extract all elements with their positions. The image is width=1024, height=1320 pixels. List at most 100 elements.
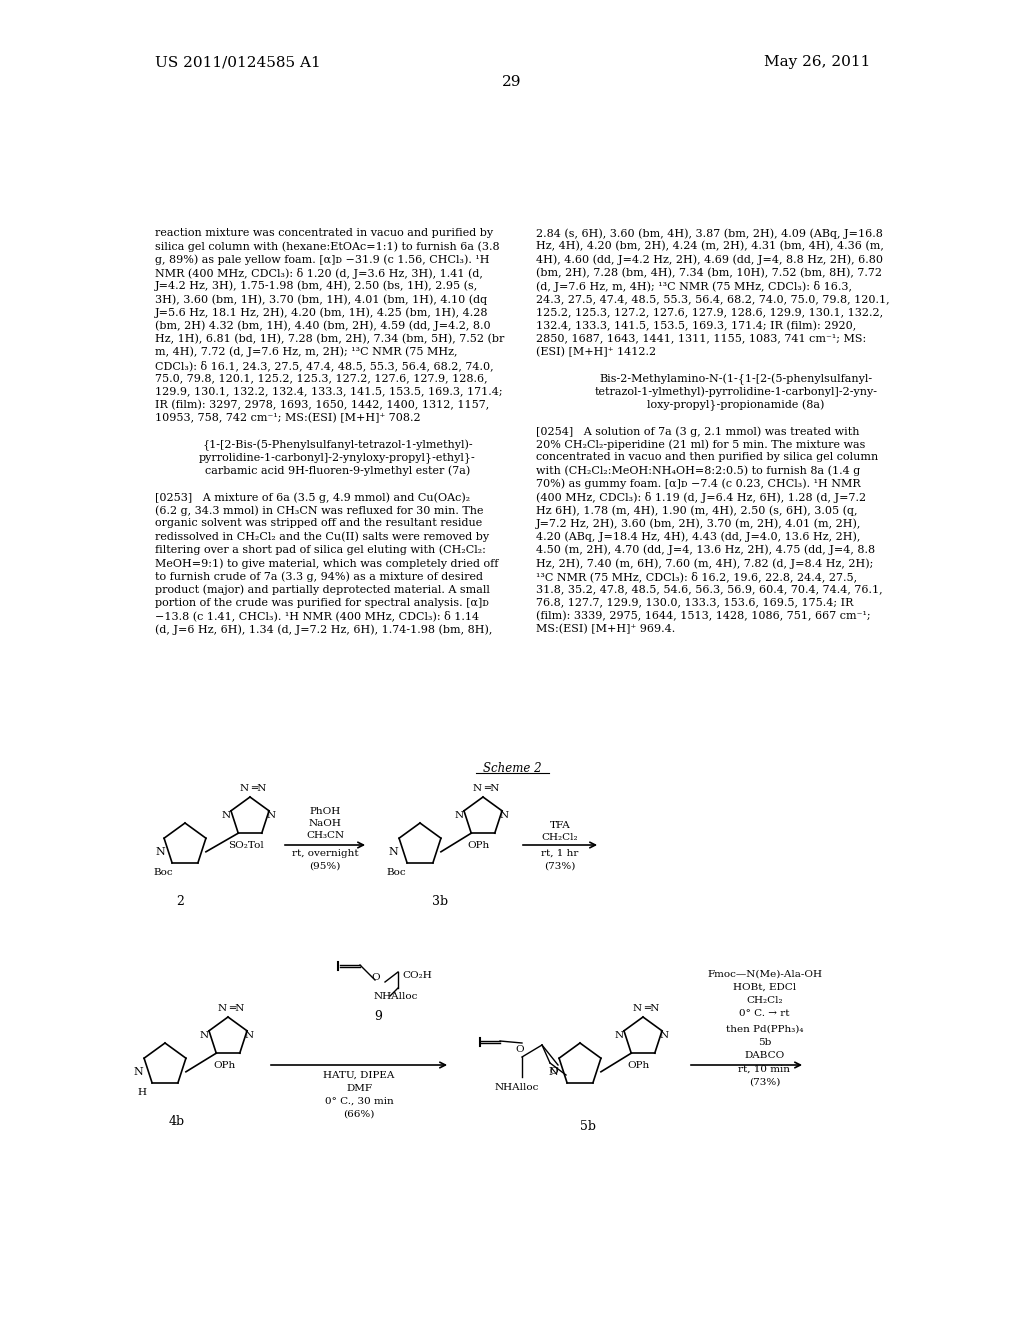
- Text: MS:(ESI) [M+H]⁺ 969.4.: MS:(ESI) [M+H]⁺ 969.4.: [536, 624, 675, 635]
- Text: filtering over a short pad of silica gel eluting with (CH₂Cl₂:: filtering over a short pad of silica gel…: [155, 545, 485, 556]
- Text: N: N: [473, 784, 482, 793]
- Text: ═N: ═N: [229, 1005, 245, 1012]
- Text: N: N: [266, 810, 275, 820]
- Text: N: N: [200, 1031, 209, 1040]
- Text: O: O: [516, 1044, 524, 1053]
- Text: J=7.2 Hz, 2H), 3.60 (bm, 2H), 3.70 (m, 2H), 4.01 (m, 2H),: J=7.2 Hz, 2H), 3.60 (bm, 2H), 3.70 (m, 2…: [536, 519, 861, 529]
- Text: (d, J=7.6 Hz, m, 4H); ¹³C NMR (75 MHz, CDCl₃): δ 16.3,: (d, J=7.6 Hz, m, 4H); ¹³C NMR (75 MHz, C…: [536, 281, 852, 292]
- Text: 129.9, 130.1, 132.2, 132.4, 133.3, 141.5, 153.5, 169.3, 171.4;: 129.9, 130.1, 132.2, 132.4, 133.3, 141.5…: [155, 387, 503, 396]
- Text: 0° C. → rt: 0° C. → rt: [739, 1008, 790, 1018]
- Text: 4.20 (ABq, J=18.4 Hz, 4H), 4.43 (dd, J=4.0, 13.6 Hz, 2H),: 4.20 (ABq, J=18.4 Hz, 4H), 4.43 (dd, J=4…: [536, 532, 860, 543]
- Text: 75.0, 79.8, 120.1, 125.2, 125.3, 127.2, 127.6, 127.9, 128.6,: 75.0, 79.8, 120.1, 125.2, 125.3, 127.2, …: [155, 374, 487, 383]
- Text: 5b: 5b: [580, 1119, 596, 1133]
- Text: N: N: [548, 1067, 558, 1077]
- Text: to furnish crude of 7a (3.3 g, 94%) as a mixture of desired: to furnish crude of 7a (3.3 g, 94%) as a…: [155, 572, 483, 582]
- Text: OPh: OPh: [628, 1061, 650, 1071]
- Text: 76.8, 127.7, 129.9, 130.0, 133.3, 153.6, 169.5, 175.4; IR: 76.8, 127.7, 129.9, 130.0, 133.3, 153.6,…: [536, 598, 853, 607]
- Text: 9: 9: [374, 1010, 382, 1023]
- Text: N: N: [500, 810, 509, 820]
- Text: 125.2, 125.3, 127.2, 127.6, 127.9, 128.6, 129.9, 130.1, 132.2,: 125.2, 125.3, 127.2, 127.6, 127.9, 128.6…: [536, 308, 883, 317]
- Text: MeOH=9:1) to give material, which was completely dried off: MeOH=9:1) to give material, which was co…: [155, 558, 499, 569]
- Text: organic solvent was stripped off and the resultant residue: organic solvent was stripped off and the…: [155, 519, 482, 528]
- Text: (6.2 g, 34.3 mmol) in CH₃CN was refluxed for 30 min. The: (6.2 g, 34.3 mmol) in CH₃CN was refluxed…: [155, 506, 483, 516]
- Text: IR (film): 3297, 2978, 1693, 1650, 1442, 1400, 1312, 1157,: IR (film): 3297, 2978, 1693, 1650, 1442,…: [155, 400, 489, 411]
- Text: then Pd(PPh₃)₄: then Pd(PPh₃)₄: [726, 1026, 803, 1034]
- Text: reaction mixture was concentrated in vacuo and purified by: reaction mixture was concentrated in vac…: [155, 228, 494, 238]
- Text: 4H), 4.60 (dd, J=4.2 Hz, 2H), 4.69 (dd, J=4, 8.8 Hz, 2H), 6.80: 4H), 4.60 (dd, J=4.2 Hz, 2H), 4.69 (dd, …: [536, 255, 883, 265]
- Text: redissolved in CH₂Cl₂ and the Cu(II) salts were removed by: redissolved in CH₂Cl₂ and the Cu(II) sal…: [155, 532, 489, 543]
- Text: loxy-propyl}-propionamide (8a): loxy-propyl}-propionamide (8a): [647, 400, 824, 411]
- Text: concentrated in vacuo and then purified by silica gel column: concentrated in vacuo and then purified …: [536, 453, 879, 462]
- Text: O: O: [372, 973, 380, 982]
- Text: N: N: [240, 784, 249, 793]
- Text: J=5.6 Hz, 18.1 Hz, 2H), 4.20 (bm, 1H), 4.25 (bm, 1H), 4.28: J=5.6 Hz, 18.1 Hz, 2H), 4.20 (bm, 1H), 4…: [155, 308, 488, 318]
- Text: product (major) and partially deprotected material. A small: product (major) and partially deprotecte…: [155, 585, 489, 595]
- Text: Hz 6H), 1.78 (m, 4H), 1.90 (m, 4H), 2.50 (s, 6H), 3.05 (q,: Hz 6H), 1.78 (m, 4H), 1.90 (m, 4H), 2.50…: [536, 506, 857, 516]
- Text: ═N: ═N: [644, 1005, 659, 1012]
- Text: 20% CH₂Cl₂-piperidine (21 ml) for 5 min. The mixture was: 20% CH₂Cl₂-piperidine (21 ml) for 5 min.…: [536, 440, 865, 450]
- Text: DMF: DMF: [346, 1084, 372, 1093]
- Text: CDCl₃): δ 16.1, 24.3, 27.5, 47.4, 48.5, 55.3, 56.4, 68.2, 74.0,: CDCl₃): δ 16.1, 24.3, 27.5, 47.4, 48.5, …: [155, 360, 494, 371]
- Text: SO₂Tol: SO₂Tol: [228, 841, 264, 850]
- Text: 70%) as gummy foam. [α]ᴅ −7.4 (c 0.23, CHCl₃). ¹H NMR: 70%) as gummy foam. [α]ᴅ −7.4 (c 0.23, C…: [536, 479, 860, 490]
- Text: Fmoc—N(Me)-Ala-OH: Fmoc—N(Me)-Ala-OH: [707, 970, 822, 979]
- Text: N: N: [245, 1031, 254, 1040]
- Text: (bm, 2H) 4.32 (bm, 1H), 4.40 (bm, 2H), 4.59 (dd, J=4.2, 8.0: (bm, 2H) 4.32 (bm, 1H), 4.40 (bm, 2H), 4…: [155, 321, 490, 331]
- Text: 4b: 4b: [169, 1115, 185, 1129]
- Text: tetrazol-1-ylmethyl)-pyrrolidine-1-carbonyl]-2-yny-: tetrazol-1-ylmethyl)-pyrrolidine-1-carbo…: [595, 387, 878, 397]
- Text: (95%): (95%): [309, 862, 341, 871]
- Text: (ESI) [M+H]⁺ 1412.2: (ESI) [M+H]⁺ 1412.2: [536, 347, 656, 358]
- Text: 31.8, 35.2, 47.8, 48.5, 54.6, 56.3, 56.9, 60.4, 70.4, 74.4, 76.1,: 31.8, 35.2, 47.8, 48.5, 54.6, 56.3, 56.9…: [536, 585, 883, 594]
- Text: NHAlloc: NHAlloc: [495, 1082, 540, 1092]
- Text: DABCO: DABCO: [744, 1051, 784, 1060]
- Text: 2: 2: [176, 895, 184, 908]
- Text: Boc: Boc: [386, 869, 406, 876]
- Text: 2.84 (s, 6H), 3.60 (bm, 4H), 3.87 (bm, 2H), 4.09 (ABq, J=16.8: 2.84 (s, 6H), 3.60 (bm, 4H), 3.87 (bm, 2…: [536, 228, 883, 239]
- Text: TFA: TFA: [550, 821, 570, 830]
- Text: HOBt, EDCl: HOBt, EDCl: [733, 983, 796, 993]
- Text: May 26, 2011: May 26, 2011: [764, 55, 870, 69]
- Text: rt, 1 hr: rt, 1 hr: [542, 849, 579, 858]
- Text: −13.8 (c 1.41, CHCl₃). ¹H NMR (400 MHz, CDCl₃): δ 1.14: −13.8 (c 1.41, CHCl₃). ¹H NMR (400 MHz, …: [155, 611, 479, 622]
- Text: N: N: [659, 1031, 669, 1040]
- Text: US 2011/0124585 A1: US 2011/0124585 A1: [155, 55, 321, 69]
- Text: OPh: OPh: [213, 1061, 236, 1071]
- Text: Hz, 1H), 6.81 (bd, 1H), 7.28 (bm, 2H), 7.34 (bm, 5H), 7.52 (br: Hz, 1H), 6.81 (bd, 1H), 7.28 (bm, 2H), 7…: [155, 334, 505, 345]
- Text: (bm, 2H), 7.28 (bm, 4H), 7.34 (bm, 10H), 7.52 (bm, 8H), 7.72: (bm, 2H), 7.28 (bm, 4H), 7.34 (bm, 10H),…: [536, 268, 882, 279]
- Text: Scheme 2: Scheme 2: [482, 762, 542, 775]
- Text: O: O: [550, 1067, 558, 1076]
- Text: CH₂Cl₂: CH₂Cl₂: [746, 997, 782, 1005]
- Text: N: N: [614, 1031, 624, 1040]
- Text: PhOH: PhOH: [309, 807, 341, 816]
- Text: with (CH₂Cl₂:MeOH:NH₄OH=8:2:0.5) to furnish 8a (1.4 g: with (CH₂Cl₂:MeOH:NH₄OH=8:2:0.5) to furn…: [536, 466, 860, 477]
- Text: Bis-2-Methylamino-N-(1-{1-[2-(5-phenylsulfanyl-: Bis-2-Methylamino-N-(1-{1-[2-(5-phenylsu…: [599, 374, 872, 384]
- Text: NHAlloc: NHAlloc: [374, 993, 418, 1001]
- Text: 29: 29: [502, 75, 522, 88]
- Text: 24.3, 27.5, 47.4, 48.5, 55.3, 56.4, 68.2, 74.0, 75.0, 79.8, 120.1,: 24.3, 27.5, 47.4, 48.5, 55.3, 56.4, 68.2…: [536, 294, 890, 304]
- Text: OPh: OPh: [468, 841, 490, 850]
- Text: ¹³C NMR (75 MHz, CDCl₃): δ 16.2, 19.6, 22.8, 24.4, 27.5,: ¹³C NMR (75 MHz, CDCl₃): δ 16.2, 19.6, 2…: [536, 572, 857, 582]
- Text: 2850, 1687, 1643, 1441, 1311, 1155, 1083, 741 cm⁻¹; MS:: 2850, 1687, 1643, 1441, 1311, 1155, 1083…: [536, 334, 866, 343]
- Text: (73%): (73%): [545, 862, 575, 871]
- Text: HATU, DIPEA: HATU, DIPEA: [324, 1071, 394, 1080]
- Text: (400 MHz, CDCl₃): δ 1.19 (d, J=6.4 Hz, 6H), 1.28 (d, J=7.2: (400 MHz, CDCl₃): δ 1.19 (d, J=6.4 Hz, 6…: [536, 492, 866, 503]
- Text: Boc: Boc: [153, 869, 173, 876]
- Text: portion of the crude was purified for spectral analysis. [α]ᴅ: portion of the crude was purified for sp…: [155, 598, 488, 607]
- Text: 10953, 758, 742 cm⁻¹; MS:(ESI) [M+H]⁺ 708.2: 10953, 758, 742 cm⁻¹; MS:(ESI) [M+H]⁺ 70…: [155, 413, 421, 424]
- Text: (d, J=6 Hz, 6H), 1.34 (d, J=7.2 Hz, 6H), 1.74-1.98 (bm, 8H),: (d, J=6 Hz, 6H), 1.34 (d, J=7.2 Hz, 6H),…: [155, 624, 493, 635]
- Text: [0254]   A solution of 7a (3 g, 2.1 mmol) was treated with: [0254] A solution of 7a (3 g, 2.1 mmol) …: [536, 426, 859, 437]
- Text: rt, 10 min: rt, 10 min: [738, 1065, 791, 1074]
- Text: 132.4, 133.3, 141.5, 153.5, 169.3, 171.4; IR (film): 2920,: 132.4, 133.3, 141.5, 153.5, 169.3, 171.4…: [536, 321, 856, 331]
- Text: Hz, 2H), 7.40 (m, 6H), 7.60 (m, 4H), 7.82 (d, J=8.4 Hz, 2H);: Hz, 2H), 7.40 (m, 6H), 7.60 (m, 4H), 7.8…: [536, 558, 873, 569]
- Text: silica gel column with (hexane:EtOAc=1:1) to furnish 6a (3.8: silica gel column with (hexane:EtOAc=1:1…: [155, 242, 500, 252]
- Text: N: N: [221, 810, 230, 820]
- Text: (film): 3339, 2975, 1644, 1513, 1428, 1086, 751, 667 cm⁻¹;: (film): 3339, 2975, 1644, 1513, 1428, 10…: [536, 611, 870, 622]
- Text: rt, overnight: rt, overnight: [292, 849, 358, 858]
- Text: 3H), 3.60 (bm, 1H), 3.70 (bm, 1H), 4.01 (bm, 1H), 4.10 (dq: 3H), 3.60 (bm, 1H), 3.70 (bm, 1H), 4.01 …: [155, 294, 487, 305]
- Text: NMR (400 MHz, CDCl₃): δ 1.20 (d, J=3.6 Hz, 3H), 1.41 (d,: NMR (400 MHz, CDCl₃): δ 1.20 (d, J=3.6 H…: [155, 268, 483, 279]
- Text: N: N: [455, 810, 464, 820]
- Text: pyrrolidine-1-carbonyl]-2-ynyloxy-propyl}-ethyl}-: pyrrolidine-1-carbonyl]-2-ynyloxy-propyl…: [199, 453, 476, 463]
- Text: ═N: ═N: [251, 784, 266, 793]
- Text: 0° C., 30 min: 0° C., 30 min: [325, 1097, 393, 1106]
- Text: ═N: ═N: [484, 784, 500, 793]
